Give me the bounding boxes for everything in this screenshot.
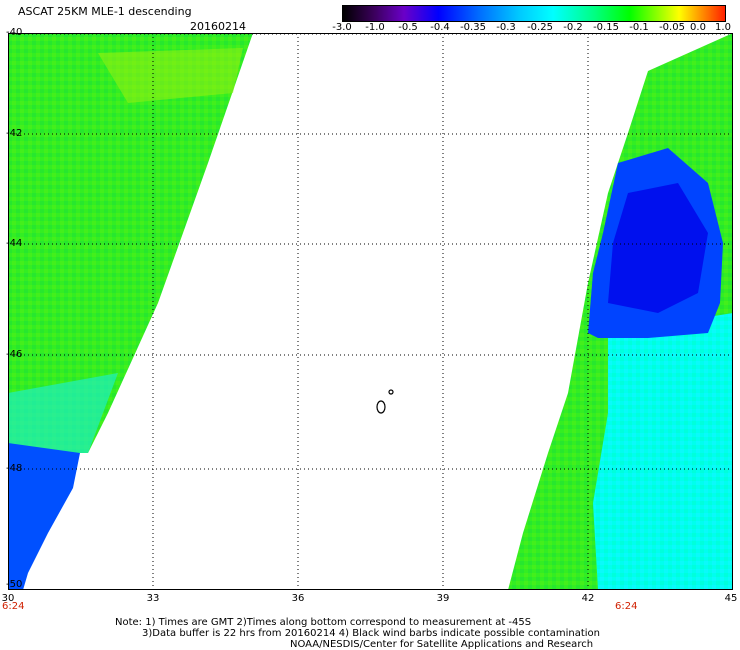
- west-swath-cyan-edge: [8, 373, 118, 453]
- scale-label: -1.0: [365, 22, 385, 33]
- scale-label: 1.0: [715, 22, 731, 33]
- lat-label: -46: [6, 349, 23, 360]
- lat-label: -40: [6, 27, 23, 38]
- footer-note-1: Note: 1) Times are GMT 2)Times along bot…: [115, 617, 532, 628]
- scale-label: -0.35: [460, 22, 486, 33]
- east-swath-cyan: [593, 313, 733, 590]
- lon-label: 39: [436, 593, 450, 604]
- scale-label: -0.5: [398, 22, 418, 33]
- time-label: 6:24: [615, 601, 638, 612]
- scale-label: -0.25: [527, 22, 553, 33]
- color-scale-labels: -3.0 -1.0 -0.5 -0.4 -0.35 -0.3 -0.25 -0.…: [330, 22, 735, 36]
- scale-label: -0.15: [593, 22, 619, 33]
- west-swath-green: [8, 33, 253, 453]
- time-label: 6:24: [2, 601, 25, 612]
- swath-map: [8, 33, 733, 590]
- lat-label: -44: [6, 238, 23, 249]
- lon-label: 36: [291, 593, 305, 604]
- lon-label: 45: [724, 593, 738, 604]
- footer-note-2: 3)Data buffer is 22 hrs from 20160214 4)…: [142, 628, 600, 639]
- scale-label: 0.0: [690, 22, 706, 33]
- color-scale-bar: [342, 5, 726, 22]
- scale-label: -0.4: [430, 22, 450, 33]
- scale-label: -0.1: [629, 22, 649, 33]
- lat-label: -42: [6, 128, 23, 139]
- lon-label: 42: [581, 593, 595, 604]
- lon-label: 33: [146, 593, 160, 604]
- lat-label: -50: [6, 579, 23, 590]
- scale-label: -0.3: [496, 22, 516, 33]
- scale-label: -3.0: [332, 22, 352, 33]
- west-swath-blue: [8, 443, 80, 590]
- island-outline: [376, 389, 394, 414]
- lon-label: 30: [1, 593, 15, 604]
- product-title: ASCAT 25KM MLE-1 descending: [18, 5, 192, 18]
- product-date: 20160214: [190, 20, 246, 33]
- east-swath-deep-blue: [608, 183, 708, 313]
- scale-label: -0.2: [563, 22, 583, 33]
- scale-label: -0.05: [659, 22, 685, 33]
- footer-credit: NOAA/NESDIS/Center for Satellite Applica…: [290, 639, 594, 650]
- lat-label: -48: [6, 463, 23, 474]
- west-swath-yellow-patch: [98, 48, 243, 103]
